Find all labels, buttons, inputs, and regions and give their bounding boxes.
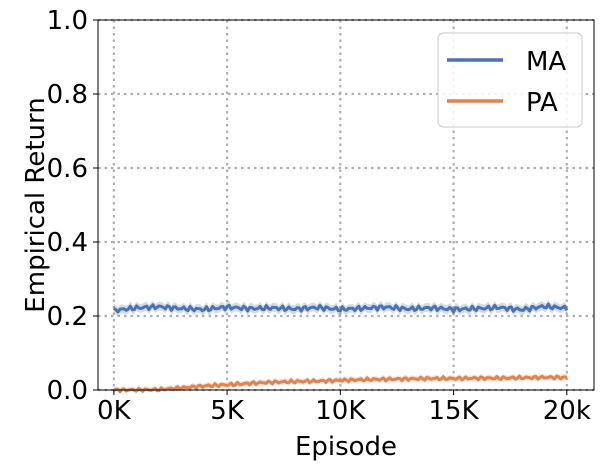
plot-frame: [97, 19, 595, 391]
x-tick-label: 10K: [315, 396, 366, 426]
x-axis-ticks: 0K 5K 10K 15K 20k: [97, 390, 591, 426]
series-line-pa: [112, 374, 567, 394]
y-tick-label: 0.8: [47, 80, 88, 110]
series-line-ma: [112, 302, 569, 314]
legend-label-pa: PA: [526, 88, 558, 118]
x-axis-label: Episode: [295, 432, 397, 462]
x-tick-label: 20k: [543, 396, 591, 426]
legend-label-ma: MA: [526, 47, 566, 77]
x-tick-label: 5K: [210, 396, 245, 426]
legend-box: [437, 32, 583, 128]
x-tick-label: 0K: [97, 396, 132, 426]
y-tick-label: 0.2: [47, 302, 88, 332]
y-tick-label: 0.0: [47, 376, 88, 406]
y-tick-label: 1.0: [47, 6, 88, 36]
y-tick-label: 0.4: [47, 228, 88, 258]
series-lines: [112, 302, 569, 394]
legend: MA PA: [437, 32, 583, 128]
y-tick-label: 0.6: [47, 154, 88, 184]
y-axis-ticks: 0.0 0.2 0.4 0.6 0.8 1.0: [47, 6, 98, 406]
x-tick-label: 15K: [429, 396, 480, 426]
y-axis-label: Empirical Return: [21, 97, 51, 312]
